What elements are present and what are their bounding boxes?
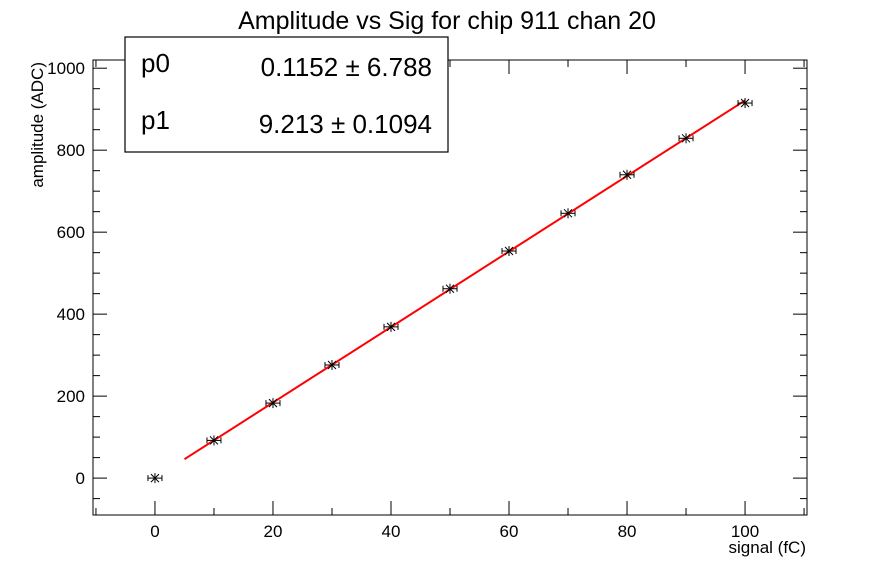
data-point [324, 359, 340, 370]
data-point [678, 133, 694, 144]
data-point [737, 98, 753, 109]
data-point [265, 398, 281, 409]
y-tick-label: 1000 [47, 59, 85, 78]
data-point [206, 435, 222, 446]
data-point [442, 283, 458, 294]
y-tick-label: 600 [57, 223, 85, 242]
data-point [147, 473, 163, 484]
fit-stats-box: p0 0.1152 ± 6.788 p1 9.213 ± 0.1094 [124, 36, 449, 153]
x-tick-label: 80 [618, 522, 637, 541]
y-tick-label: 400 [57, 305, 85, 324]
data-point [560, 208, 576, 219]
y-tick-label: 800 [57, 141, 85, 160]
linear-fit-line [183, 99, 746, 461]
stat-value-p1: 9.213 ± 0.1094 [259, 109, 432, 139]
y-axis-label: amplitude (ADC) [28, 62, 47, 188]
y-axis: 0 200 400 600 800 1000 [47, 59, 807, 500]
data-points [147, 98, 753, 484]
x-tick-label: 100 [731, 522, 759, 541]
y-tick-label: 0 [76, 469, 85, 488]
x-axis-label: signal (fC) [729, 538, 806, 557]
data-point [383, 321, 399, 332]
x-tick-label: 60 [500, 522, 519, 541]
data-point [501, 246, 517, 257]
stats-box-frame [124, 36, 449, 153]
stat-name-p1: p1 [141, 105, 170, 135]
x-tick-label: 0 [150, 522, 159, 541]
x-tick-label: 40 [382, 522, 401, 541]
x-axis: 0 20 40 60 80 100 [95, 60, 805, 541]
x-tick-label: 20 [264, 522, 283, 541]
chart-title: Amplitude vs Sig for chip 911 chan 20 [238, 7, 656, 35]
stat-name-p0: p0 [141, 48, 170, 78]
y-tick-label: 200 [57, 387, 85, 406]
data-point [619, 169, 635, 180]
stat-value-p0: 0.1152 ± 6.788 [261, 52, 432, 82]
